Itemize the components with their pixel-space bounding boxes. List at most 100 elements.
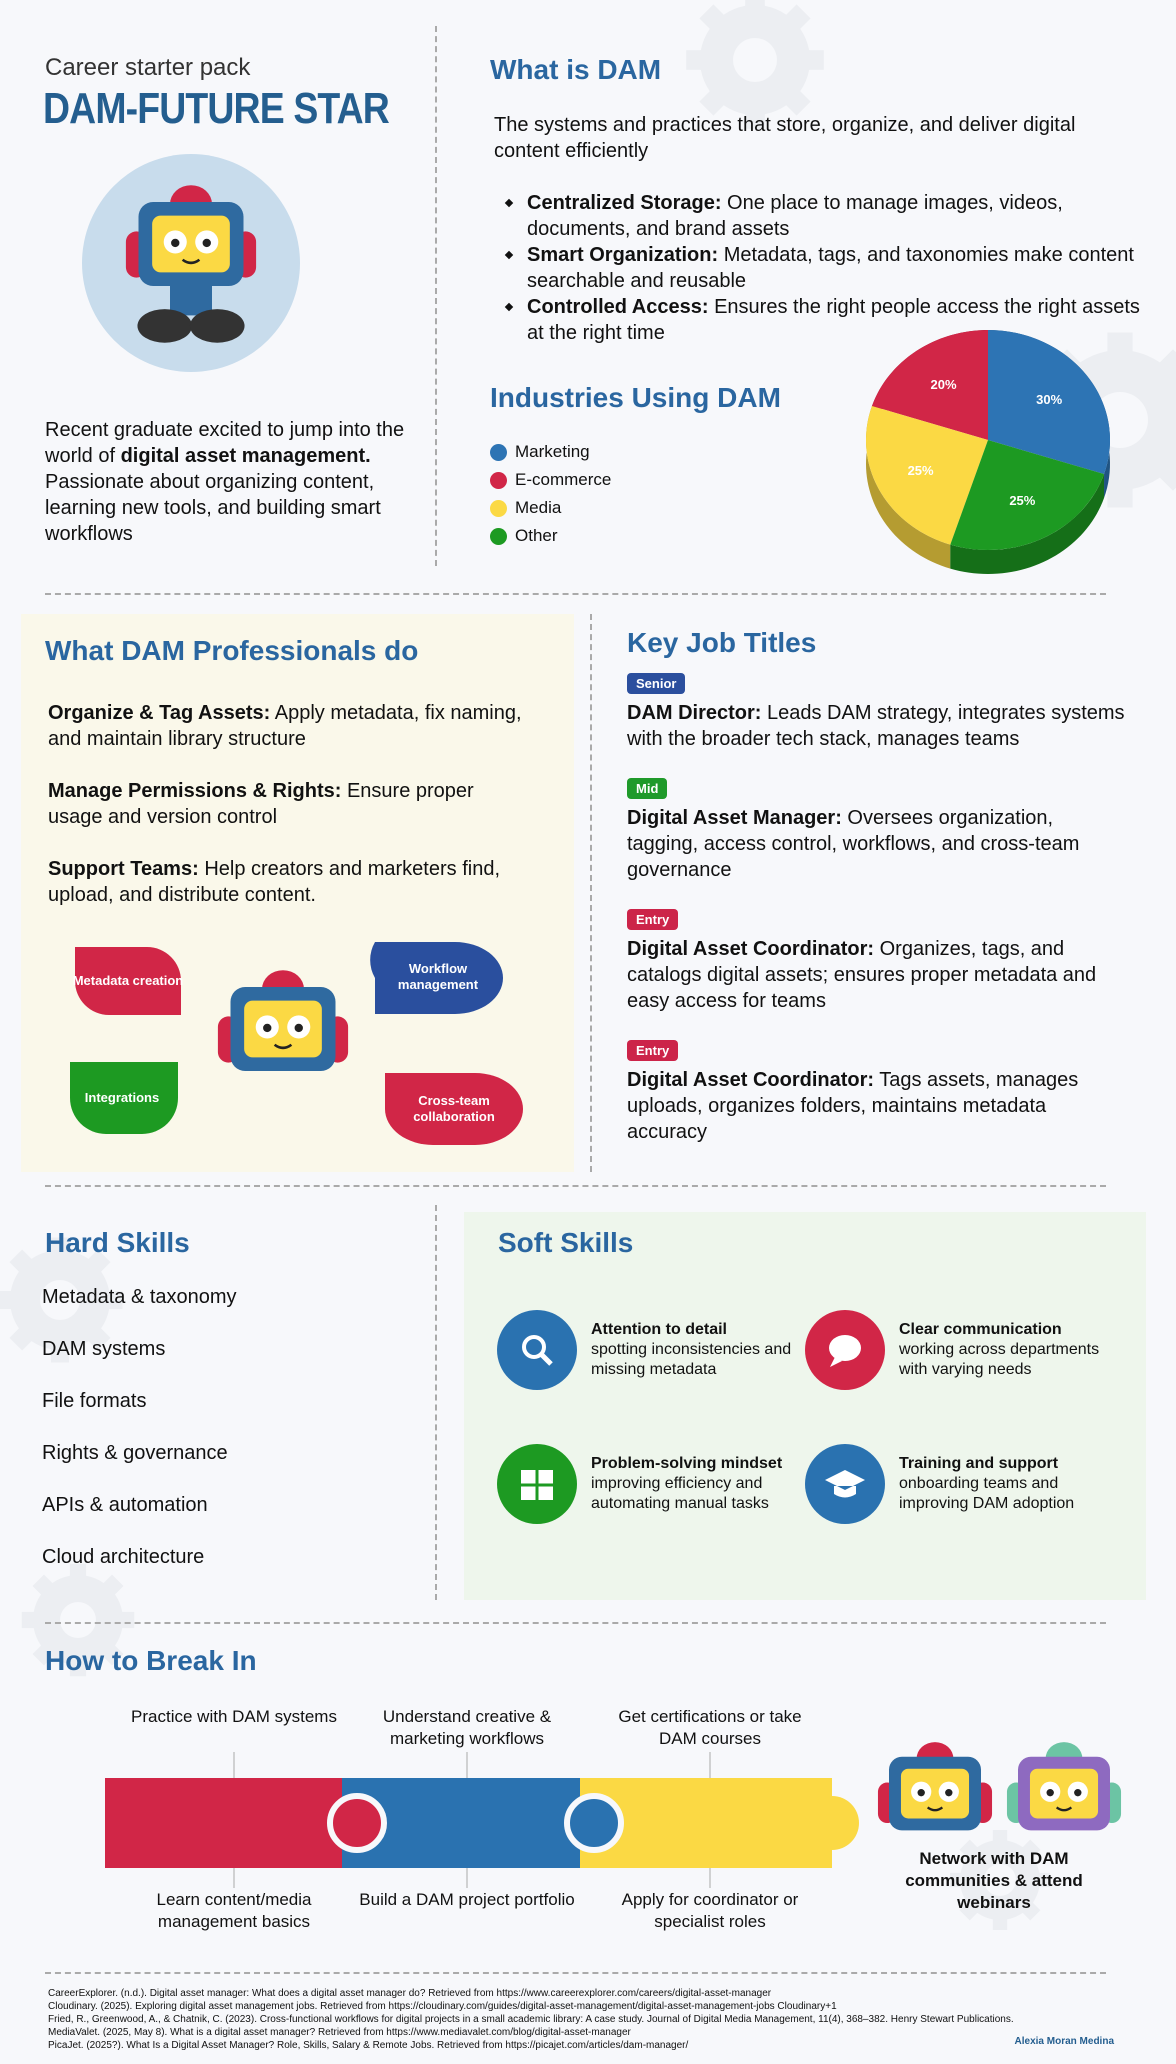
gear-body bbox=[700, 5, 810, 115]
step-bottom: Apply for coordinator or specialist role… bbox=[621, 1890, 799, 1931]
gear-tooth bbox=[950, 1872, 970, 1888]
soft-title: Training and support bbox=[899, 1455, 1059, 1472]
hard-skill: Rights & governance bbox=[42, 1442, 228, 1464]
gear-tooth bbox=[1148, 349, 1176, 392]
legend-label: Media bbox=[515, 498, 562, 517]
step-top: Understand creative & marketing workflow… bbox=[382, 1707, 552, 1748]
gear-tooth bbox=[9, 1320, 40, 1351]
divider bbox=[590, 614, 592, 1172]
pie-slice bbox=[950, 440, 1105, 574]
pro-item: Support Teams: Help creators and markete… bbox=[48, 856, 528, 908]
robot-face bbox=[900, 1768, 970, 1819]
section-title: What DAM Professionals do bbox=[45, 635, 419, 666]
gear-body bbox=[10, 1250, 110, 1350]
robot bbox=[877, 1742, 993, 1831]
pro-item: Organize & Tag Assets: Apply metadata, f… bbox=[48, 700, 528, 752]
robot-body bbox=[170, 286, 212, 316]
legend-swatch bbox=[490, 499, 507, 517]
gear-tooth bbox=[992, 1910, 1008, 1930]
job-text: Digital Asset Coordinator: Tags assets, … bbox=[627, 1067, 1127, 1145]
job-text: Digital Asset Coordinator: Organizes, ta… bbox=[627, 936, 1127, 1014]
pie-top bbox=[871, 330, 988, 440]
bullet-list: Centralized Storage: One place to manage… bbox=[504, 190, 1146, 346]
pie-slice bbox=[866, 406, 988, 569]
gear-tooth bbox=[69, 1563, 87, 1587]
robot-antenna bbox=[1045, 1742, 1083, 1759]
pie-top bbox=[988, 330, 1110, 474]
gear-tooth bbox=[51, 1237, 69, 1263]
robot-smile bbox=[926, 1806, 944, 1812]
job: Entry Digital Asset Coordinator: Tags ass… bbox=[627, 1040, 1127, 1145]
soft-title: Attention to detail bbox=[591, 1321, 727, 1338]
network-text: Network with DAM communities & attend we… bbox=[905, 1849, 1083, 1912]
job-role: Digital Asset Coordinator: bbox=[627, 938, 875, 960]
reference: MediaValet. (2025, May 8). What is a dig… bbox=[48, 2027, 631, 2038]
step-bottom: Build a DAM project portfolio bbox=[359, 1890, 575, 1909]
icon-glyph bbox=[521, 1470, 553, 1500]
gear-tooth bbox=[699, 4, 733, 38]
job: Mid Digital Asset Manager: Oversees organ… bbox=[627, 778, 1127, 883]
puzzle-piece bbox=[105, 1778, 357, 1868]
icon-glyph bbox=[540, 1353, 553, 1366]
legend-item: Media bbox=[490, 494, 611, 522]
bubble-fo: Integrations bbox=[84, 1090, 160, 1105]
soft-skill: Clear communication working across depart… bbox=[899, 1320, 1129, 1380]
bullet-dot bbox=[504, 198, 514, 208]
step-top: Practice with DAM systems bbox=[131, 1707, 337, 1726]
puzzle-knob bbox=[564, 1793, 624, 1853]
gear-tooth bbox=[51, 1337, 69, 1363]
divider bbox=[45, 1622, 1106, 1624]
gear-tooth bbox=[0, 1291, 23, 1309]
reference: Cloudinary. (2025). Exploring digital as… bbox=[48, 2001, 837, 2012]
gear-tooth bbox=[745, 0, 765, 19]
main-title: DAM-FUTURE STAR bbox=[43, 84, 390, 133]
bullet-text: One place to manage images, videos, docu… bbox=[527, 192, 1063, 240]
pie-side bbox=[950, 473, 1105, 574]
pie-top bbox=[950, 440, 1105, 550]
legend-item: Other bbox=[490, 522, 611, 550]
legend-item: Marketing bbox=[490, 438, 611, 466]
hard-skill: File formats bbox=[42, 1390, 147, 1412]
icon-glyph bbox=[829, 1335, 861, 1361]
pro-text: Apply metadata, fix naming, and maintain… bbox=[48, 702, 522, 750]
gear-tooth bbox=[1107, 472, 1133, 508]
bullet-dot bbox=[504, 302, 514, 312]
icon-glyph bbox=[830, 1357, 842, 1367]
reference: PicaJet. (2025?). What Is a Digital Asse… bbox=[48, 2040, 689, 2051]
reference: CareerExplorer. (n.d.). Digital asset ma… bbox=[48, 1988, 772, 1999]
bubble-label: Workflow management bbox=[397, 961, 479, 992]
job: Senior DAM Director: Leads DAM strategy, … bbox=[627, 673, 1127, 752]
section-title: Hard Skills bbox=[45, 1227, 190, 1258]
pro-item: Manage Permissions & Rights: Ensure prop… bbox=[48, 778, 528, 830]
robot-pupil bbox=[917, 1789, 925, 1797]
bubble bbox=[70, 1062, 178, 1134]
gear-tooth bbox=[959, 1839, 984, 1864]
robot bbox=[217, 970, 349, 1071]
job-desc: Tags assets, manages uploads, organizes … bbox=[627, 1069, 1079, 1143]
gear-tooth bbox=[80, 1320, 111, 1351]
gear-tooth bbox=[32, 1574, 60, 1602]
job-list: Senior DAM Director: Leads DAM strategy, … bbox=[627, 673, 1127, 1171]
bubble-label: Metadata creation bbox=[72, 973, 184, 988]
reference: Fried, R., Greenwood, A., & Chatnik, C. … bbox=[48, 2014, 1014, 2025]
intro: Recent graduate excited to jump into the… bbox=[45, 417, 425, 547]
gear-body bbox=[960, 1840, 1040, 1920]
gear-tooth bbox=[21, 1611, 45, 1629]
puzzle-knob bbox=[805, 1796, 859, 1850]
gear-tooth bbox=[69, 1653, 87, 1677]
description: The systems and practices that store, or… bbox=[494, 114, 1076, 162]
bullet-dot bbox=[504, 250, 514, 260]
bubble-label: Integrations bbox=[84, 1090, 160, 1105]
pro-list: Organize & Tag Assets: Apply metadata, f… bbox=[48, 700, 528, 934]
gear-tooth bbox=[777, 4, 811, 38]
puzzle-knob bbox=[327, 1793, 387, 1853]
job-badge: Mid bbox=[627, 778, 668, 799]
job-text: DAM Director: Leads DAM strategy, integr… bbox=[627, 700, 1127, 752]
author: Alexia Moran Medina bbox=[1014, 2036, 1114, 2047]
gear-tooth bbox=[959, 1896, 984, 1921]
step-bottom: Learn content/media management basics bbox=[156, 1890, 312, 1931]
intro-text: Recent graduate excited to jump into the… bbox=[45, 419, 405, 467]
robot-antenna bbox=[916, 1742, 954, 1759]
pie-label: 30% bbox=[1036, 392, 1062, 407]
robot-pupil bbox=[263, 1023, 272, 1033]
